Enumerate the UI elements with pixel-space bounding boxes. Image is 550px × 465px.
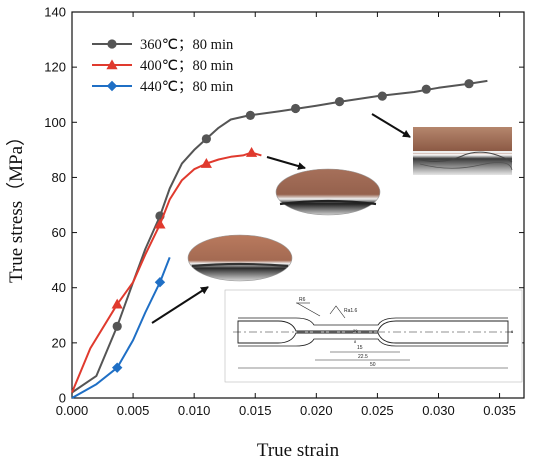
svg-text:20: 20 — [353, 328, 358, 333]
legend-label: 400℃；80 min — [140, 58, 234, 74]
legend-marker — [107, 39, 117, 49]
y-tick-label: 0 — [59, 391, 66, 406]
data-point — [377, 91, 387, 101]
x-tick-label: 0.015 — [239, 403, 272, 418]
arrow-440 — [151, 286, 209, 324]
legend-marker — [106, 59, 118, 70]
data-point — [245, 147, 258, 157]
x-tick-label: 0.000 — [56, 403, 89, 418]
series-1 — [71, 147, 262, 393]
specimen-drawing — [224, 289, 523, 383]
x-tick-label: 0.020 — [300, 403, 333, 418]
data-point — [112, 321, 122, 331]
y-tick-label: 80 — [52, 170, 66, 185]
annotation-arrows — [151, 113, 411, 324]
arrow-360 — [371, 113, 411, 138]
svg-text:8: 8 — [354, 339, 357, 344]
svg-text:15: 15 — [357, 345, 363, 351]
svg-text:22.5: 22.5 — [358, 354, 368, 360]
legend-label: 440℃；80 min — [140, 79, 234, 95]
axis-tick-labels: 0.000 0.005 0.010 0.015 0.020 0.025 0.030 0.035… — [44, 5, 516, 419]
arrow-400 — [266, 156, 306, 170]
microstructure-image-440 — [187, 234, 293, 282]
legend-label: 360℃；80 min — [140, 37, 234, 53]
data-point — [111, 298, 123, 309]
x-tick-label: 0.005 — [117, 403, 150, 418]
y-tick-label: 40 — [52, 280, 66, 295]
svg-text:6: 6 — [511, 329, 514, 334]
data-point — [200, 158, 212, 168]
data-point — [245, 110, 255, 120]
y-tick-label: 60 — [52, 225, 66, 240]
data-point — [112, 362, 123, 373]
data-point — [334, 97, 345, 107]
data-point — [154, 277, 166, 288]
microstructure-image-400 — [275, 168, 381, 216]
microstructure-image-360 — [412, 127, 513, 175]
data-point — [154, 218, 166, 229]
x-tick-label: 0.010 — [178, 403, 211, 418]
data-point — [201, 134, 211, 144]
data-point — [421, 84, 431, 94]
x-tick-label: 0.030 — [422, 403, 455, 418]
x-axis-title: True strain — [257, 440, 340, 461]
svg-text:R6: R6 — [299, 297, 306, 303]
series-layer — [71, 79, 488, 399]
data-point — [464, 79, 474, 89]
plot-area — [71, 11, 525, 399]
x-tick-label: 0.025 — [361, 403, 394, 418]
legend: 360℃；80 min 400℃；80 min 440℃；80 min — [92, 37, 234, 95]
y-tick-label: 140 — [44, 5, 66, 20]
svg-text:Ra1.6: Ra1.6 — [344, 308, 358, 314]
svg-text:50: 50 — [370, 362, 376, 368]
legend-marker — [106, 80, 118, 92]
specimen-dimension-labels: R6 Ra1.6 20 8 15 22.5 50 6 — [299, 297, 514, 368]
y-axis-title: True stress（MPa） — [5, 127, 27, 283]
data-point — [290, 103, 301, 114]
y-tick-label: 100 — [44, 115, 66, 130]
series-line — [71, 151, 262, 393]
x-tick-label: 0.035 — [483, 403, 516, 418]
series-2 — [71, 257, 171, 399]
y-tick-label: 120 — [44, 60, 66, 75]
y-tick-label: 20 — [52, 335, 66, 350]
